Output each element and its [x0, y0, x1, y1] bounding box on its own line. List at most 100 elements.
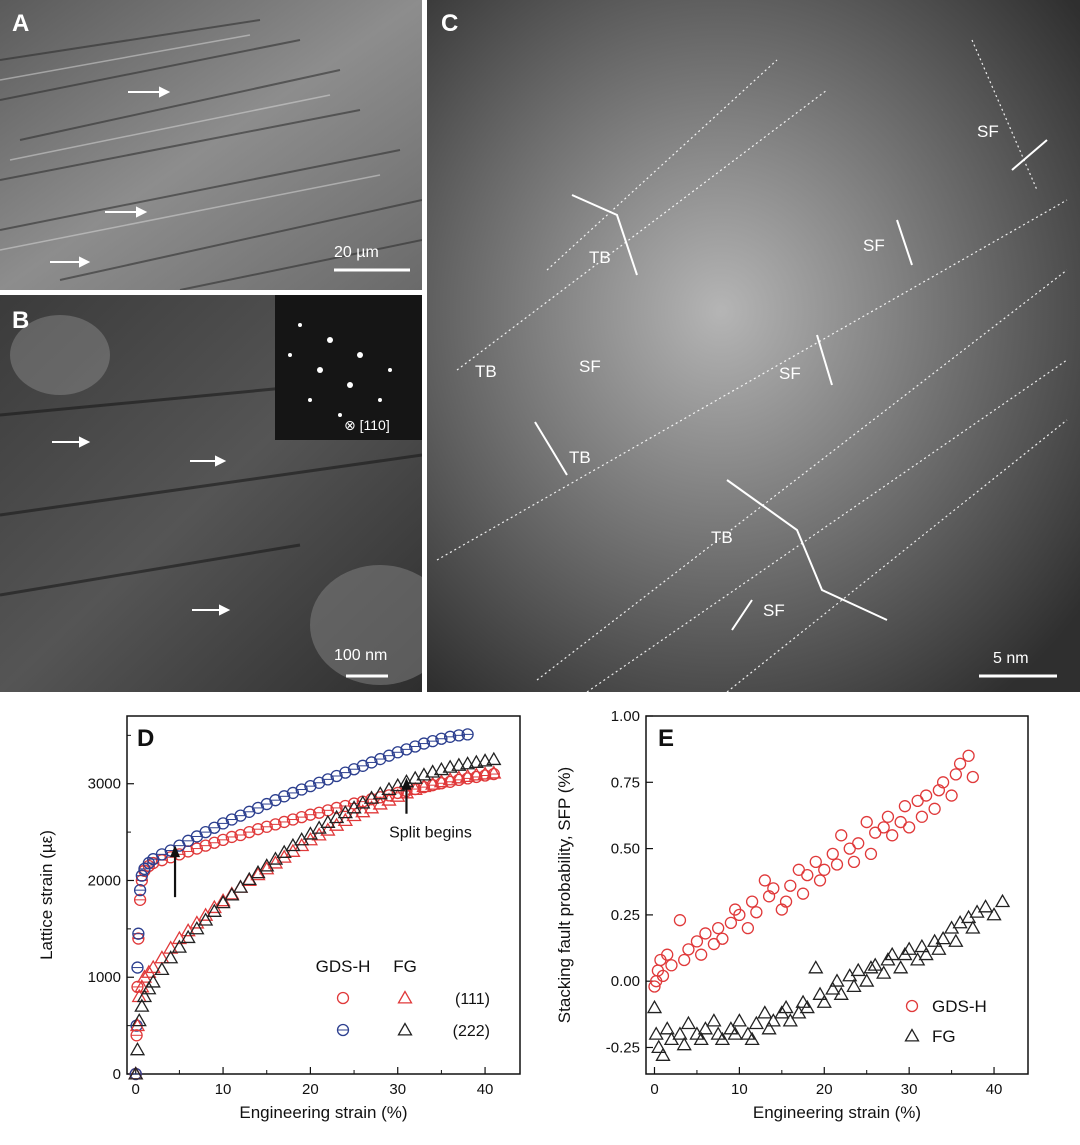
chart-e-legend-label: FG — [932, 1027, 956, 1046]
panel-c-annotation-sf-4: SF — [779, 364, 801, 383]
chart-e-point — [741, 921, 755, 935]
chart-e-xtick-label: 20 — [816, 1081, 833, 1098]
chart-d-point — [276, 844, 292, 858]
chart-e-point — [727, 1026, 743, 1040]
chart-d-point — [128, 1066, 144, 1080]
chart-e-ytick-label: -0.25 — [606, 1039, 640, 1056]
panel-c-annotation-tb-1: TB — [589, 248, 611, 267]
chart-e-ytick-label: 0.50 — [611, 841, 640, 858]
chart-e-xtick-label: 30 — [901, 1081, 918, 1098]
chart-d-ylabel: Lattice strain (µε) — [37, 830, 56, 960]
chart-e-point — [813, 874, 827, 887]
chart-e-point — [706, 1013, 722, 1027]
chart-d-panel-letter: D — [137, 725, 154, 752]
chart-e-legend-label: GDS-H — [932, 997, 987, 1016]
chart-e-point — [863, 960, 879, 974]
chart-d-point — [134, 998, 150, 1012]
panel-b-inset-label: ⊗ [110] — [344, 417, 390, 433]
chart-d-point — [241, 871, 257, 886]
chart-d-point — [131, 1012, 147, 1027]
chart-e-point — [712, 921, 725, 935]
chart-e-xtick-label: 0 — [650, 1081, 658, 1098]
chart-e-point — [659, 1021, 675, 1035]
chart-e-point — [901, 941, 917, 955]
chart-e-point — [850, 962, 866, 977]
chart-d-series — [128, 751, 502, 1080]
chart-d-point — [171, 930, 188, 945]
chart-d-point — [136, 969, 153, 983]
panel-b-scale-label: 100 nm — [334, 647, 388, 664]
chart-d-ytick-label: 0 — [113, 1066, 121, 1083]
chart-e-legend-marker-gds — [905, 999, 919, 1013]
chart-e-point — [915, 810, 929, 823]
chart-e-point — [665, 959, 678, 972]
chart-e-point — [935, 930, 951, 945]
chart-e-point — [676, 1037, 692, 1051]
chart-e-point — [931, 941, 947, 955]
chart-e-point — [994, 893, 1011, 908]
chart-e-point — [808, 960, 824, 974]
chart-e-point — [801, 868, 814, 882]
chart-e-svg: 0 10 20 30 40 -0.25 0.00 0.25 0.50 0.75 1.00 Engine… — [555, 708, 1029, 1122]
chart-d-legend-marker-fg-111 — [397, 990, 413, 1004]
chart-e-point — [948, 933, 964, 947]
chart-e-point — [949, 768, 962, 781]
chart-e-series — [646, 893, 1011, 1061]
chart-d-point — [145, 974, 161, 988]
chart-e-point — [867, 957, 883, 971]
chart-d-point — [459, 768, 476, 782]
chart-e-point — [914, 938, 930, 953]
micrograph-panel-b: B ⊗ [110] 100 nm — [0, 295, 422, 692]
chart-d-legend-row-label: (222) — [453, 1023, 490, 1040]
chart-e-point — [893, 960, 909, 974]
chart-e-point — [833, 986, 849, 1000]
chart-e-point — [936, 776, 950, 789]
panel-c-scale-label: 5 nm — [993, 650, 1029, 667]
chart-e-point — [953, 757, 967, 770]
chart-e-point — [966, 770, 979, 784]
chart-d-series — [129, 767, 500, 1081]
panel-b-letter: B — [12, 307, 30, 334]
micrograph-c-image — [427, 0, 1080, 692]
chart-e-point — [757, 1005, 773, 1019]
chart-e-point — [919, 789, 933, 802]
chart-e-point — [977, 899, 994, 913]
chart-e-point — [859, 973, 875, 987]
chart-e-point — [724, 916, 738, 929]
chart-e-point — [678, 953, 691, 967]
chart-e-point — [852, 837, 865, 850]
chart-d-point — [433, 761, 450, 776]
micrograph-b-image — [0, 295, 422, 692]
chart-e-point — [784, 879, 797, 892]
chart-e-point — [809, 855, 822, 869]
chart-d-point — [451, 770, 467, 784]
panel-c-annotation-tb-2: TB — [475, 362, 497, 381]
chart-d-legend-header-fg: FG — [393, 957, 417, 976]
chart-d-point — [129, 1042, 146, 1056]
chart-e-point — [826, 847, 839, 861]
chart-d-ytick-label: 3000 — [88, 776, 121, 793]
chart-d-point — [486, 751, 502, 766]
chart-d-frame — [126, 715, 521, 1075]
chart-d-point — [259, 858, 275, 872]
chart-e-point — [918, 946, 934, 961]
panel-c-annotation-sf-3: SF — [579, 357, 601, 376]
chart-e-point — [690, 935, 704, 948]
chart-d-point — [180, 922, 196, 937]
chart-e-point — [881, 810, 895, 823]
chart-d-point — [468, 754, 484, 768]
chart-e-point — [830, 858, 844, 871]
chart-d-point — [197, 912, 214, 926]
chart-d-series — [128, 765, 502, 1080]
chart-d-point — [180, 929, 196, 944]
chart-e-point — [673, 914, 687, 927]
chart-d-point — [451, 757, 467, 771]
chart-d-point — [477, 753, 493, 767]
chart-d-point — [154, 961, 170, 976]
chart-e-point — [782, 1013, 798, 1027]
chart-d-point — [141, 964, 157, 978]
chart-d-xtick-label: 40 — [477, 1081, 494, 1098]
chart-d-point — [267, 851, 284, 865]
chart-e-point — [825, 981, 841, 995]
chart-e-point — [860, 815, 873, 829]
